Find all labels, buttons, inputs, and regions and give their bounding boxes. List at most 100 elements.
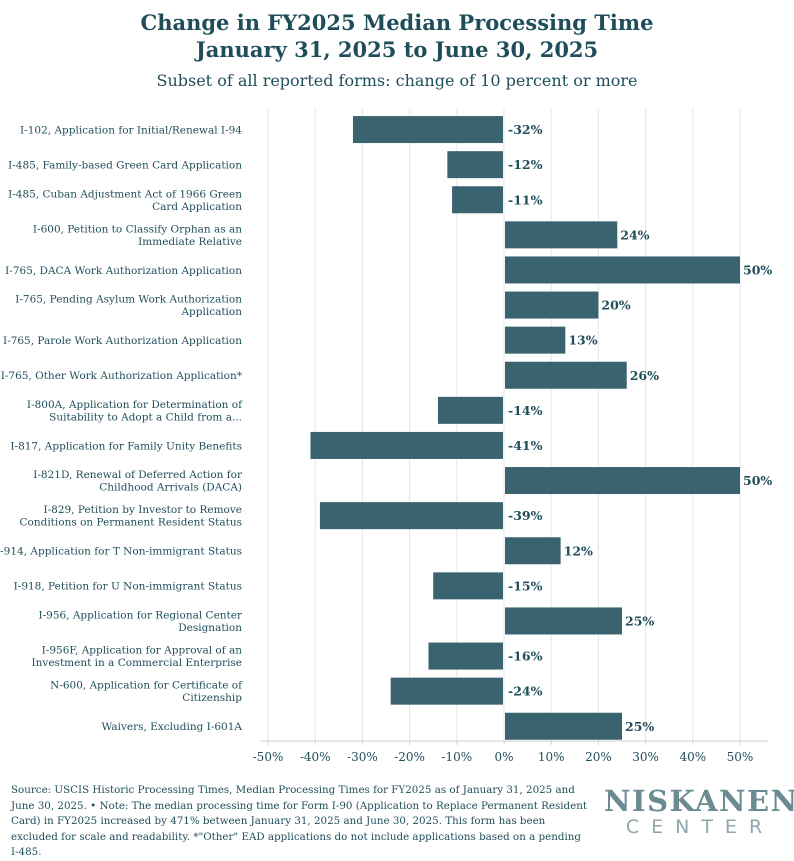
category-label: I-914, Application for T Non-immigrant S… xyxy=(0,546,242,558)
category-label: I-102, Application for Initial/Renewal I… xyxy=(20,124,242,136)
bar xyxy=(428,642,503,670)
value-label: -11% xyxy=(508,192,543,207)
bars xyxy=(310,116,740,740)
bar xyxy=(505,467,740,495)
x-tick-label: -50% xyxy=(253,750,284,764)
category-label-line: Waivers, Excluding I-601A xyxy=(101,721,242,733)
x-tick-label: -40% xyxy=(300,750,331,764)
x-tick-label: 50% xyxy=(727,750,754,764)
category-label-line: I-800A, Application for Determination of xyxy=(27,399,243,411)
value-label: -14% xyxy=(508,403,543,418)
bar xyxy=(505,221,618,249)
category-label: Waivers, Excluding I-601A xyxy=(101,721,242,733)
value-label: -24% xyxy=(508,684,543,699)
category-label-line: I-485, Family-based Green Card Applicati… xyxy=(8,159,242,171)
value-label: -15% xyxy=(508,578,543,593)
category-label-line: I-765, DACA Work Authorization Applicati… xyxy=(5,265,242,277)
category-label-line: Investment in a Commercial Enterprise xyxy=(32,657,243,669)
bar xyxy=(390,677,503,705)
category-label: I-765, Pending Asylum Work Authorization… xyxy=(15,294,242,319)
category-label-line: I-821D, Renewal of Deferred Action for xyxy=(33,469,243,481)
bar xyxy=(505,291,599,319)
category-label-line: Citizenship xyxy=(182,692,242,704)
logo-wordmark-top: NISKANEN xyxy=(604,784,794,818)
category-label: I-765, Parole Work Authorization Applica… xyxy=(3,335,242,347)
category-label: I-956F, Application for Approval of an In… xyxy=(32,645,243,670)
category-label-line: I-956, Application for Regional Center xyxy=(38,610,243,622)
bar xyxy=(447,151,503,179)
value-label: 25% xyxy=(625,719,654,734)
bar xyxy=(505,326,566,354)
category-label: I-485, Family-based Green Card Applicati… xyxy=(8,159,242,171)
category-label-line: I-765, Pending Asylum Work Authorization xyxy=(15,294,242,306)
value-label: -16% xyxy=(508,649,543,664)
category-label: I-765, DACA Work Authorization Applicati… xyxy=(5,265,242,277)
x-tick-label: 40% xyxy=(679,750,706,764)
value-label: -12% xyxy=(508,157,543,172)
category-label-line: Suitability to Adopt a Child from a... xyxy=(49,411,242,423)
x-tick-label: 20% xyxy=(585,750,612,764)
category-label: I-829, Petition by Investor to Remove Con… xyxy=(19,504,242,529)
x-tick-label: 0% xyxy=(494,750,513,764)
category-label-line: I-600, Petition to Classify Orphan as an xyxy=(33,223,242,235)
chart-title-line-2: January 31, 2025 to June 30, 2025 xyxy=(195,37,599,62)
bar xyxy=(437,396,503,424)
chart-title-line-1: Change in FY2025 Median Processing Time xyxy=(140,10,654,35)
category-label-line: I-829, Petition by Investor to Remove xyxy=(43,504,242,516)
bar xyxy=(505,537,561,565)
category-label: I-485, Cuban Adjustment Act of 1966 Gree… xyxy=(8,188,242,213)
category-label-line: I-914, Application for T Non-immigrant S… xyxy=(0,546,242,558)
value-label: 25% xyxy=(625,613,654,628)
x-tick-label: -20% xyxy=(394,750,425,764)
bar xyxy=(505,712,622,740)
bar xyxy=(352,116,503,144)
category-label-line: I-918, Petition for U Non-immigrant Stat… xyxy=(14,581,242,593)
value-labels: -32% -12% -11% 24% 50% 20% 13% 26% -14% -41% 50% -3… xyxy=(508,122,772,734)
value-label: 50% xyxy=(743,262,772,277)
category-label-line: Designation xyxy=(178,622,242,634)
category-label-line: I-765, Other Work Authorization Applicat… xyxy=(1,370,243,382)
bar xyxy=(433,572,503,600)
category-label: I-600, Petition to Classify Orphan as an… xyxy=(33,223,242,248)
category-label: I-800A, Application for Determination of… xyxy=(27,399,243,424)
x-axis: -50% -40% -30% -20% -10% 0% 10% 20% 30% 40% 50% xyxy=(253,740,768,764)
grid-lines xyxy=(267,108,741,741)
category-label-line: Childhood Arrivals (DACA) xyxy=(99,482,242,494)
category-label-line: Conditions on Permanent Resident Status xyxy=(19,517,242,529)
x-tick-label: -30% xyxy=(347,750,378,764)
value-label: 26% xyxy=(630,368,659,383)
logo-wordmark-bottom: CENTER xyxy=(625,816,775,838)
value-label: 12% xyxy=(564,543,593,558)
niskanen-logo: NISKANEN CENTER xyxy=(604,784,794,838)
value-label: -32% xyxy=(508,122,543,137)
category-label-line: Application xyxy=(180,306,242,318)
value-label: 50% xyxy=(743,473,772,488)
category-labels: I-102, Application for Initial/Renewal I… xyxy=(0,124,243,733)
bar xyxy=(505,256,740,284)
category-label: I-765, Other Work Authorization Applicat… xyxy=(1,370,243,382)
value-label: -39% xyxy=(508,508,543,523)
category-label-line: I-956F, Application for Approval of an xyxy=(42,645,243,657)
x-tick-label: -10% xyxy=(441,750,472,764)
bar xyxy=(505,361,627,389)
bar-chart: I-102, Application for Initial/Renewal I… xyxy=(0,108,772,764)
x-tick-label: 10% xyxy=(538,750,565,764)
category-label: I-918, Petition for U Non-immigrant Stat… xyxy=(14,581,242,593)
bar xyxy=(452,186,503,214)
bar xyxy=(319,502,503,530)
category-label-line: Card Application xyxy=(152,201,242,213)
value-label: 24% xyxy=(620,227,649,242)
category-label: N-600, Application for Certificate of Cit… xyxy=(50,680,243,705)
category-label-line: I-485, Cuban Adjustment Act of 1966 Gree… xyxy=(8,188,242,200)
category-label: I-956, Application for Regional Center De… xyxy=(38,610,243,635)
category-label-line: I-102, Application for Initial/Renewal I… xyxy=(20,124,242,136)
value-label: 13% xyxy=(568,333,597,348)
category-label: I-821D, Renewal of Deferred Action for Ch… xyxy=(33,469,243,494)
chart-subtitle: Subset of all reported forms: change of … xyxy=(156,71,638,90)
category-label: I-817, Application for Family Unity Bene… xyxy=(10,440,242,452)
bar xyxy=(310,431,503,459)
source-note: Source: USCIS Historic Processing Times,… xyxy=(11,784,588,858)
bar xyxy=(505,607,622,635)
x-tick-label: 30% xyxy=(632,750,659,764)
category-label-line: N-600, Application for Certificate of xyxy=(50,680,243,692)
